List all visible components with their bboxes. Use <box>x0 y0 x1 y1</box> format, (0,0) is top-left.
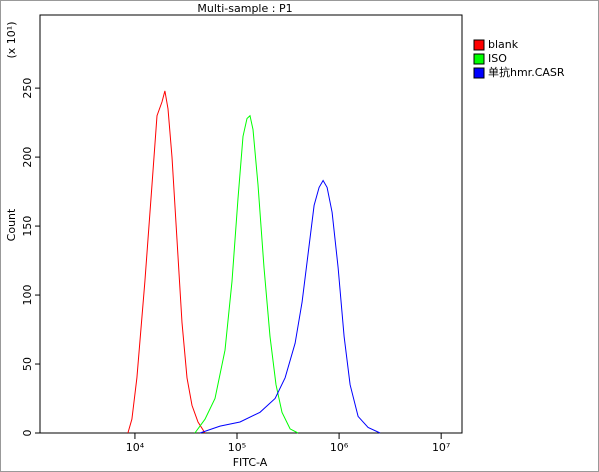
y-tick-label: 150 <box>21 216 34 237</box>
y-tick-label: 200 <box>21 147 34 168</box>
legend-swatch <box>473 53 485 65</box>
chart-title: Multi-sample : P1 <box>197 2 292 15</box>
y-axis-unit: (x 10¹) <box>5 22 18 59</box>
series-line <box>199 179 381 434</box>
x-tick-label: 10⁶ <box>330 441 349 454</box>
y-tick-label: 0 <box>21 430 34 437</box>
legend-label: 单抗hmr.CASR <box>488 65 565 79</box>
y-tick-label: 50 <box>21 357 34 371</box>
legend-swatch <box>473 39 485 51</box>
legend-label: ISO <box>488 52 507 65</box>
x-tick-label: 10⁵ <box>228 441 246 454</box>
series-line <box>194 114 299 434</box>
legend-swatch <box>473 67 485 79</box>
y-axis-label: Count <box>5 208 18 241</box>
y-tick-label: 100 <box>21 285 34 306</box>
x-tick-label: 10⁷ <box>432 441 450 454</box>
x-axis-label: FITC-A <box>233 456 268 469</box>
legend-label: blank <box>488 38 519 51</box>
series-line <box>127 90 206 434</box>
x-tick-label: 10⁴ <box>126 441 145 454</box>
y-tick-label: 250 <box>21 78 34 99</box>
plot-area <box>39 14 463 434</box>
